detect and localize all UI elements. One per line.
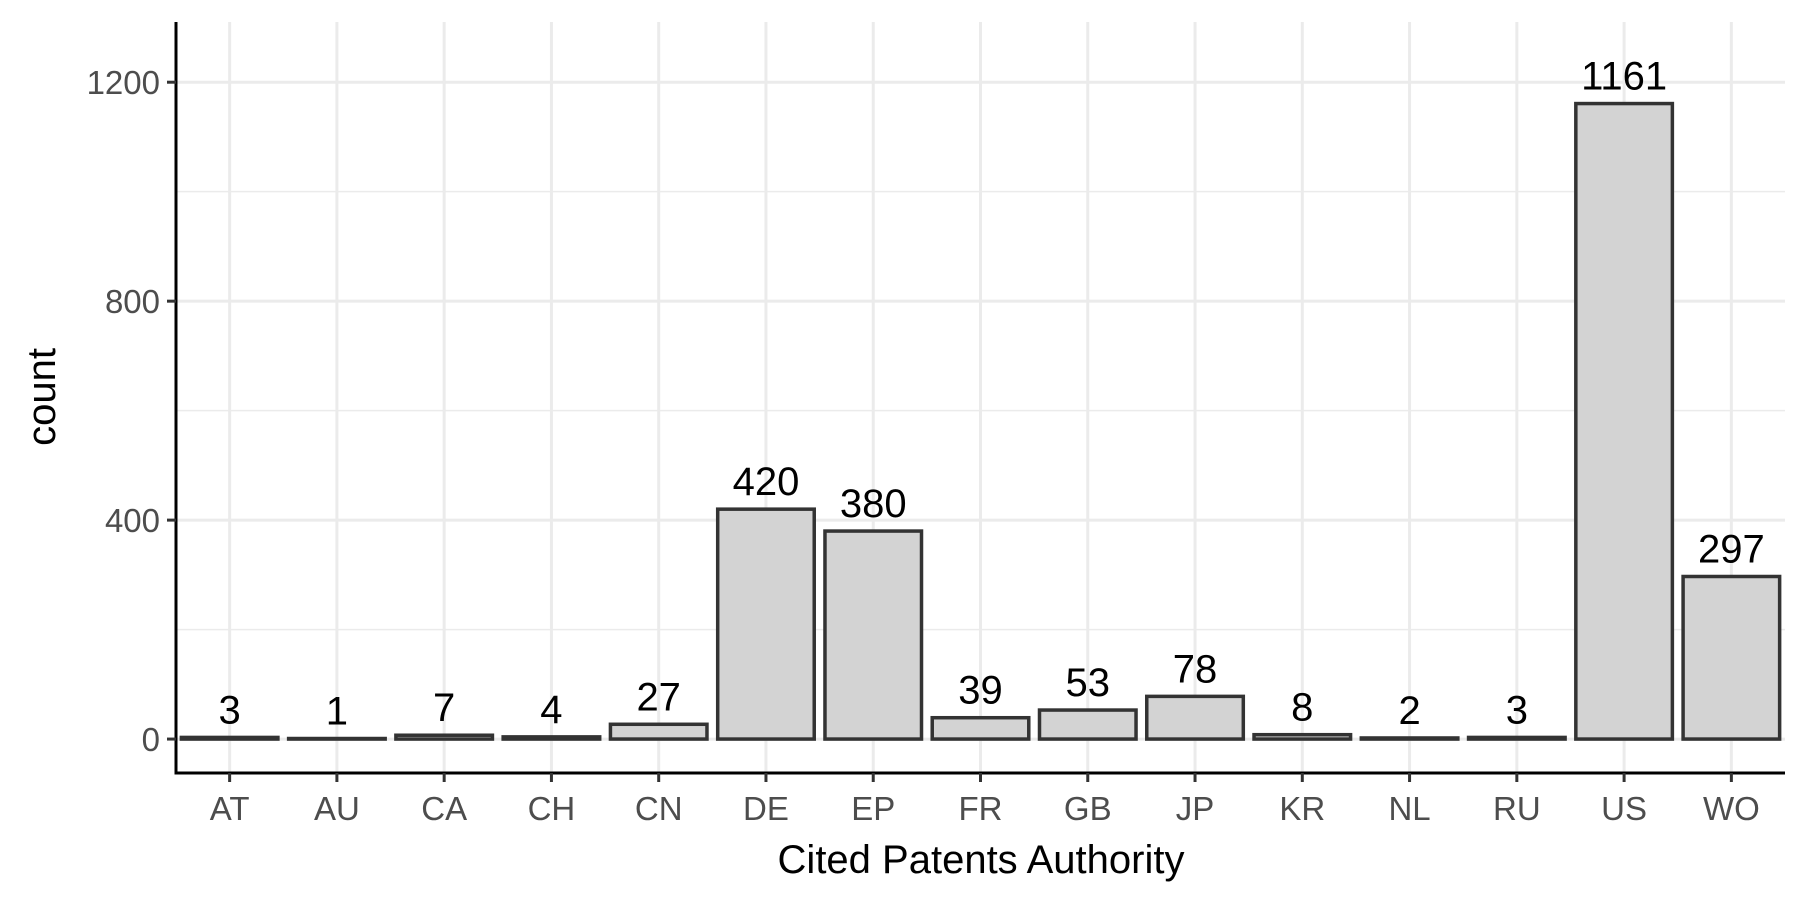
- bar-ru: [1466, 735, 1567, 741]
- axes: [167, 22, 1785, 782]
- x-tick-label: KR: [1279, 790, 1325, 827]
- x-tick-labels: AT AU CA CH CN DE EP FR GB JP KR NL RU US WO: [210, 790, 1760, 827]
- data-label: 39: [958, 669, 1003, 713]
- x-tick-label: AT: [210, 790, 250, 827]
- bars: [179, 101, 1782, 741]
- x-tick-label: FR: [959, 790, 1003, 827]
- y-tick-label: 400: [105, 502, 160, 539]
- x-tick-label: CH: [528, 790, 576, 827]
- bar-wo: [1681, 574, 1782, 741]
- bar-ca: [394, 733, 495, 741]
- bar-gb: [1037, 708, 1138, 741]
- x-tick-label: CN: [635, 790, 683, 827]
- bar-au: [286, 736, 387, 741]
- y-tick-label: 0: [142, 721, 160, 758]
- x-axis-title: Cited Patents Authority: [778, 838, 1185, 882]
- bar-at: [179, 735, 280, 741]
- x-tick-label: AU: [314, 790, 360, 827]
- x-tick-label: GB: [1064, 790, 1112, 827]
- data-label: 297: [1698, 527, 1765, 571]
- x-tick-label: CA: [421, 790, 467, 827]
- data-label: 3: [1506, 688, 1528, 732]
- bar-cn: [608, 722, 709, 741]
- data-label: 2: [1398, 689, 1420, 733]
- bar-fr: [930, 715, 1031, 741]
- y-axis-title: count: [20, 348, 64, 446]
- x-tick-label: EP: [851, 790, 895, 827]
- data-label: 420: [733, 460, 800, 504]
- gridlines: [176, 22, 1785, 773]
- data-label: 1: [326, 690, 348, 734]
- bar-ep: [823, 529, 924, 741]
- data-label: 8: [1291, 686, 1313, 730]
- x-tick-label: DE: [743, 790, 789, 827]
- x-tick-label: WO: [1703, 790, 1760, 827]
- data-label: 4: [540, 688, 562, 732]
- bar-de: [715, 507, 816, 741]
- y-tick-label: 800: [105, 283, 160, 320]
- bar-us: [1574, 101, 1675, 741]
- data-labels: 3 1 7 4 27 420 380 39 53 78 8 2 3 1161 297: [219, 55, 1765, 734]
- data-label: 7: [433, 686, 455, 730]
- x-tick-label: JP: [1176, 790, 1215, 827]
- data-label: 380: [840, 482, 907, 526]
- bar-nl: [1359, 736, 1460, 741]
- y-tick-labels: 0 400 800 1200: [87, 64, 160, 758]
- data-label: 3: [219, 688, 241, 732]
- data-label: 27: [636, 675, 681, 719]
- y-tick-label: 1200: [87, 64, 160, 101]
- data-label: 1161: [1581, 55, 1667, 99]
- data-label: 78: [1173, 647, 1218, 691]
- data-label: 53: [1066, 661, 1111, 705]
- bar-kr: [1252, 732, 1353, 741]
- x-tick-label: RU: [1493, 790, 1541, 827]
- bar-jp: [1145, 694, 1246, 741]
- bar-ch: [501, 735, 602, 741]
- x-tick-label: US: [1601, 790, 1647, 827]
- x-tick-label: NL: [1388, 790, 1430, 827]
